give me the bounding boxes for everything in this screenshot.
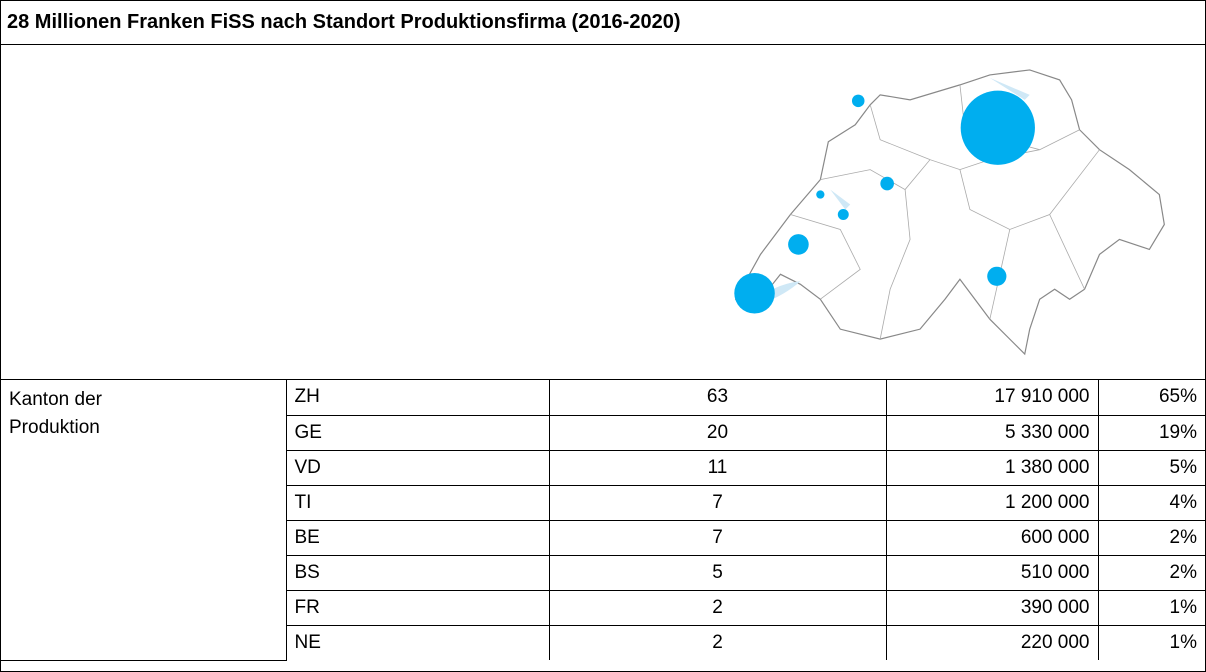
count: 7 xyxy=(548,484,887,521)
amount: 1 200 000 xyxy=(885,484,1099,521)
bubble xyxy=(880,176,894,191)
table-row: VD 11 1 380 000 5% xyxy=(1,449,1205,486)
table-row: Kanton der Produktion ZH 63 17 910 000 65% xyxy=(1,380,1205,661)
bubble xyxy=(960,90,1035,165)
amount: 5 330 000 xyxy=(885,414,1099,451)
table: Kanton der Produktion ZH 63 17 910 000 65% GE 2… xyxy=(1,380,1205,661)
count: 7 xyxy=(548,519,887,556)
canton: BS xyxy=(285,554,550,591)
bubble xyxy=(837,209,849,220)
title: 28 Millionen Franken FiSS nach Standort … xyxy=(1,1,1205,45)
country-outline xyxy=(734,69,1165,356)
row-header-line: Produktion xyxy=(9,417,100,438)
count: 20 xyxy=(548,414,887,451)
table-row: GE 20 5 330 000 19% xyxy=(1,414,1205,451)
share: 2% xyxy=(1097,554,1205,591)
table-row: NE 2 220 000 1% xyxy=(1,624,1205,660)
table-row: BE 7 600 000 2% xyxy=(1,519,1205,556)
amount: 600 000 xyxy=(885,519,1099,556)
share: 1% xyxy=(1097,624,1205,660)
share: 4% xyxy=(1097,484,1205,521)
bubble xyxy=(851,94,865,108)
amount: 390 000 xyxy=(885,589,1099,626)
count: 63 xyxy=(548,380,887,416)
row-header: Kanton der Produktion xyxy=(1,380,287,661)
canton: ZH xyxy=(285,380,550,416)
canton: NE xyxy=(285,624,550,660)
amount: 510 000 xyxy=(885,554,1099,591)
count: 2 xyxy=(548,624,887,660)
table-body: Kanton der Produktion ZH 63 17 910 000 65% GE 2… xyxy=(1,380,1205,661)
bubble xyxy=(734,273,775,314)
share: 1% xyxy=(1097,589,1205,626)
table-row: TI 7 1 200 000 4% xyxy=(1,484,1205,521)
bubble xyxy=(788,234,809,255)
map xyxy=(1,69,1205,380)
canton: TI xyxy=(285,484,550,521)
count: 5 xyxy=(548,554,887,591)
canton: BE xyxy=(285,519,550,556)
row-header-line: Kanton der xyxy=(9,389,102,410)
table-row: BS 5 510 000 2% xyxy=(1,554,1205,591)
share: 5% xyxy=(1097,449,1205,486)
count: 11 xyxy=(548,449,887,486)
map-layer xyxy=(734,69,1165,356)
canton: VD xyxy=(285,449,550,486)
bubble xyxy=(816,190,825,199)
amount: 1 380 000 xyxy=(885,449,1099,486)
canton: GE xyxy=(285,414,550,451)
canton: FR xyxy=(285,589,550,626)
share: 19% xyxy=(1097,414,1205,451)
share: 2% xyxy=(1097,519,1205,556)
amount: 17 910 000 xyxy=(885,380,1099,416)
table-row: FR 2 390 000 1% xyxy=(1,589,1205,626)
count: 2 xyxy=(548,589,887,626)
amount: 220 000 xyxy=(885,624,1099,660)
bubble xyxy=(987,266,1007,286)
share: 65% xyxy=(1097,380,1205,416)
